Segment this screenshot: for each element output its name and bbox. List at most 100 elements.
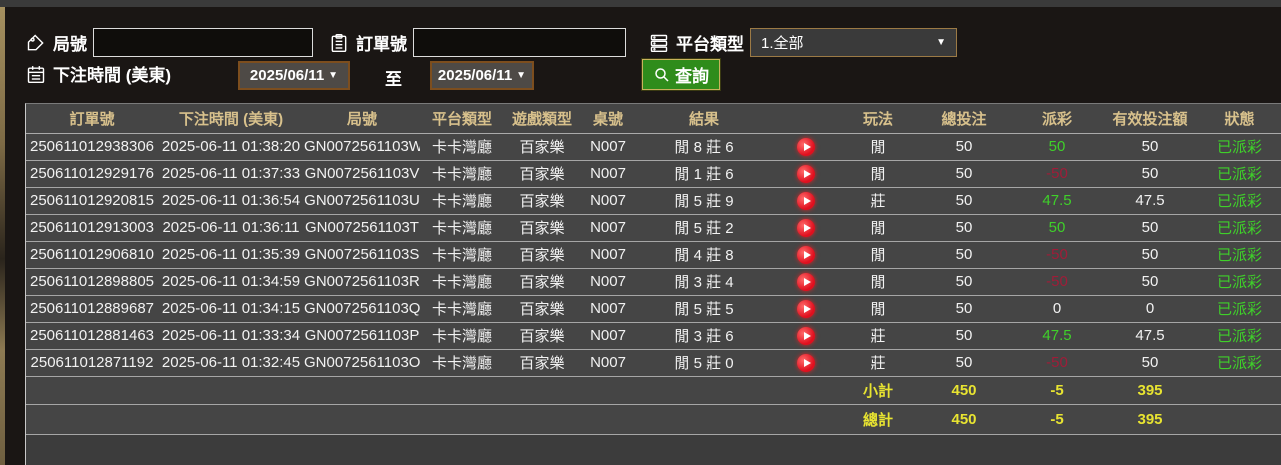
play-type-cell: 閒 xyxy=(870,220,886,237)
bet-time-filter: 下注時間 (美東) xyxy=(25,61,171,86)
col-valid-bet: 有效投注額 xyxy=(1112,110,1188,128)
platform-cell: 卡卡灣廳 xyxy=(431,166,492,183)
bet-time-cell: 2025-06-11 01:32:45 xyxy=(161,354,301,371)
table-no-cell: N007 xyxy=(590,354,626,371)
play-icon[interactable] xyxy=(797,353,815,372)
clipboard-icon xyxy=(328,32,350,54)
col-table-no: 桌號 xyxy=(592,110,623,128)
payout-cell: 50 xyxy=(1048,219,1066,236)
round-number-input[interactable] xyxy=(93,28,313,57)
replay-cell xyxy=(772,133,840,160)
play-type-cell: 閒 xyxy=(870,247,886,264)
valid-bet-cell: 50 xyxy=(1141,165,1159,182)
round-number-cell: GN0072561103T xyxy=(305,219,419,236)
status-cell: 已派彩 xyxy=(1216,247,1262,264)
col-game-type: 遊戲類型 xyxy=(511,110,572,128)
col-play-type: 玩法 xyxy=(862,110,893,128)
table-row: 250611012881463 2025-06-11 01:33:34 GN00… xyxy=(26,322,1281,349)
table-header: 訂單號 下注時間 (美東) 局號 平台類型 遊戲類型 桌號 結果 玩法 總投注 … xyxy=(26,104,1281,133)
platform-type-label: 平台類型 xyxy=(676,35,744,54)
result-cell: 閒 3 莊 4 xyxy=(674,274,734,291)
play-icon[interactable] xyxy=(797,245,815,264)
total-bet-cell: 50 xyxy=(955,219,973,236)
play-icon[interactable] xyxy=(797,299,815,318)
payout-cell: 0 xyxy=(1052,300,1062,317)
subtotal-label: 小計 xyxy=(862,382,893,400)
total-bet-cell: 50 xyxy=(955,354,973,371)
platform-cell: 卡卡灣廳 xyxy=(431,328,492,345)
table-no-cell: N007 xyxy=(590,219,626,236)
platform-type-select[interactable]: 1.全部 ▼ xyxy=(750,28,957,57)
valid-bet-cell: 50 xyxy=(1141,354,1159,371)
valid-bet-cell: 47.5 xyxy=(1135,327,1165,344)
table-no-cell: N007 xyxy=(590,165,626,182)
bet-time-cell: 2025-06-11 01:38:20 xyxy=(161,138,301,155)
order-number-input[interactable] xyxy=(413,28,626,57)
play-icon[interactable] xyxy=(797,326,815,345)
game-type-cell: 百家樂 xyxy=(519,166,565,183)
database-icon xyxy=(648,32,670,54)
table-no-cell: N007 xyxy=(590,138,626,155)
game-type-cell: 百家樂 xyxy=(519,139,565,156)
chevron-down-icon: ▼ xyxy=(936,37,946,48)
platform-cell: 卡卡灣廳 xyxy=(431,301,492,318)
play-icon[interactable] xyxy=(797,164,815,183)
play-type-cell: 閒 xyxy=(870,166,886,183)
order-number-cell: 250611012906810 xyxy=(29,246,155,263)
play-type-cell: 莊 xyxy=(870,355,886,372)
payout-cell: 47.5 xyxy=(1042,327,1072,344)
play-icon[interactable] xyxy=(797,272,815,291)
replay-cell xyxy=(772,160,840,187)
date-to-select[interactable]: 2025/06/11 ▼ xyxy=(430,61,534,90)
replay-cell xyxy=(772,241,840,268)
table-no-cell: N007 xyxy=(590,192,626,209)
valid-bet-cell: 50 xyxy=(1141,138,1159,155)
bet-time-label: 下注時間 (美東) xyxy=(53,66,172,85)
valid-bet-cell: 50 xyxy=(1141,246,1159,263)
play-icon[interactable] xyxy=(797,218,815,237)
total-row: 總計 450 -5 395 xyxy=(26,404,1281,434)
bet-time-cell: 2025-06-11 01:36:11 xyxy=(162,219,300,236)
bet-records-table: 訂單號 下注時間 (美東) 局號 平台類型 遊戲類型 桌號 結果 玩法 總投注 … xyxy=(25,103,1281,465)
status-cell: 已派彩 xyxy=(1216,355,1262,372)
date-to-value: 2025/06/11 xyxy=(437,67,513,84)
table-row: 250611012889687 2025-06-11 01:34:15 GN00… xyxy=(26,295,1281,322)
table-no-cell: N007 xyxy=(590,300,626,317)
col-replay xyxy=(772,104,840,133)
platform-cell: 卡卡灣廳 xyxy=(431,274,492,291)
date-from-select[interactable]: 2025/06/11 ▼ xyxy=(238,61,350,90)
play-type-cell: 莊 xyxy=(870,328,886,345)
platform-cell: 卡卡灣廳 xyxy=(431,193,492,210)
status-cell: 已派彩 xyxy=(1216,139,1262,156)
platform-type-filter: 平台類型 1.全部 ▼ xyxy=(648,28,957,57)
play-icon[interactable] xyxy=(797,137,815,156)
play-icon[interactable] xyxy=(797,191,815,210)
valid-bet-cell: 50 xyxy=(1141,219,1159,236)
game-type-cell: 百家樂 xyxy=(519,328,565,345)
replay-cell xyxy=(772,268,840,295)
query-button[interactable]: 查詢 xyxy=(641,58,721,91)
calendar-icon xyxy=(25,63,47,85)
order-number-cell: 250611012938306 xyxy=(29,138,155,155)
platform-cell: 卡卡灣廳 xyxy=(431,139,492,156)
total-label: 總計 xyxy=(862,411,893,429)
order-number-cell: 250611012881463 xyxy=(29,327,155,344)
col-payout: 派彩 xyxy=(1041,110,1072,128)
order-number-cell: 250611012913003 xyxy=(29,219,155,236)
filter-bar: 局號 訂單號 平台類型 1.全部 ▼ 下注時間 (美東) 2025/06/11 … xyxy=(0,0,1281,96)
round-number-label: 局號 xyxy=(53,35,87,54)
game-type-cell: 百家樂 xyxy=(519,193,565,210)
payout-cell: -50 xyxy=(1046,273,1068,290)
subtotal-valid-bet: 395 xyxy=(1137,381,1163,399)
col-bet-time: 下注時間 (美東) xyxy=(178,110,284,128)
bet-time-cell: 2025-06-11 01:37:33 xyxy=(161,165,301,182)
table-row: 250611012938306 2025-06-11 01:38:20 GN00… xyxy=(26,133,1281,160)
total-bet-cell: 50 xyxy=(955,138,973,155)
bet-time-cell: 2025-06-11 01:33:34 xyxy=(161,327,301,344)
table-row: 250611012929176 2025-06-11 01:37:33 GN00… xyxy=(26,160,1281,187)
status-cell: 已派彩 xyxy=(1216,274,1262,291)
order-number-cell: 250611012929176 xyxy=(29,165,155,182)
table-no-cell: N007 xyxy=(590,273,626,290)
round-number-cell: GN0072561103R xyxy=(304,273,420,290)
replay-cell xyxy=(772,214,840,241)
